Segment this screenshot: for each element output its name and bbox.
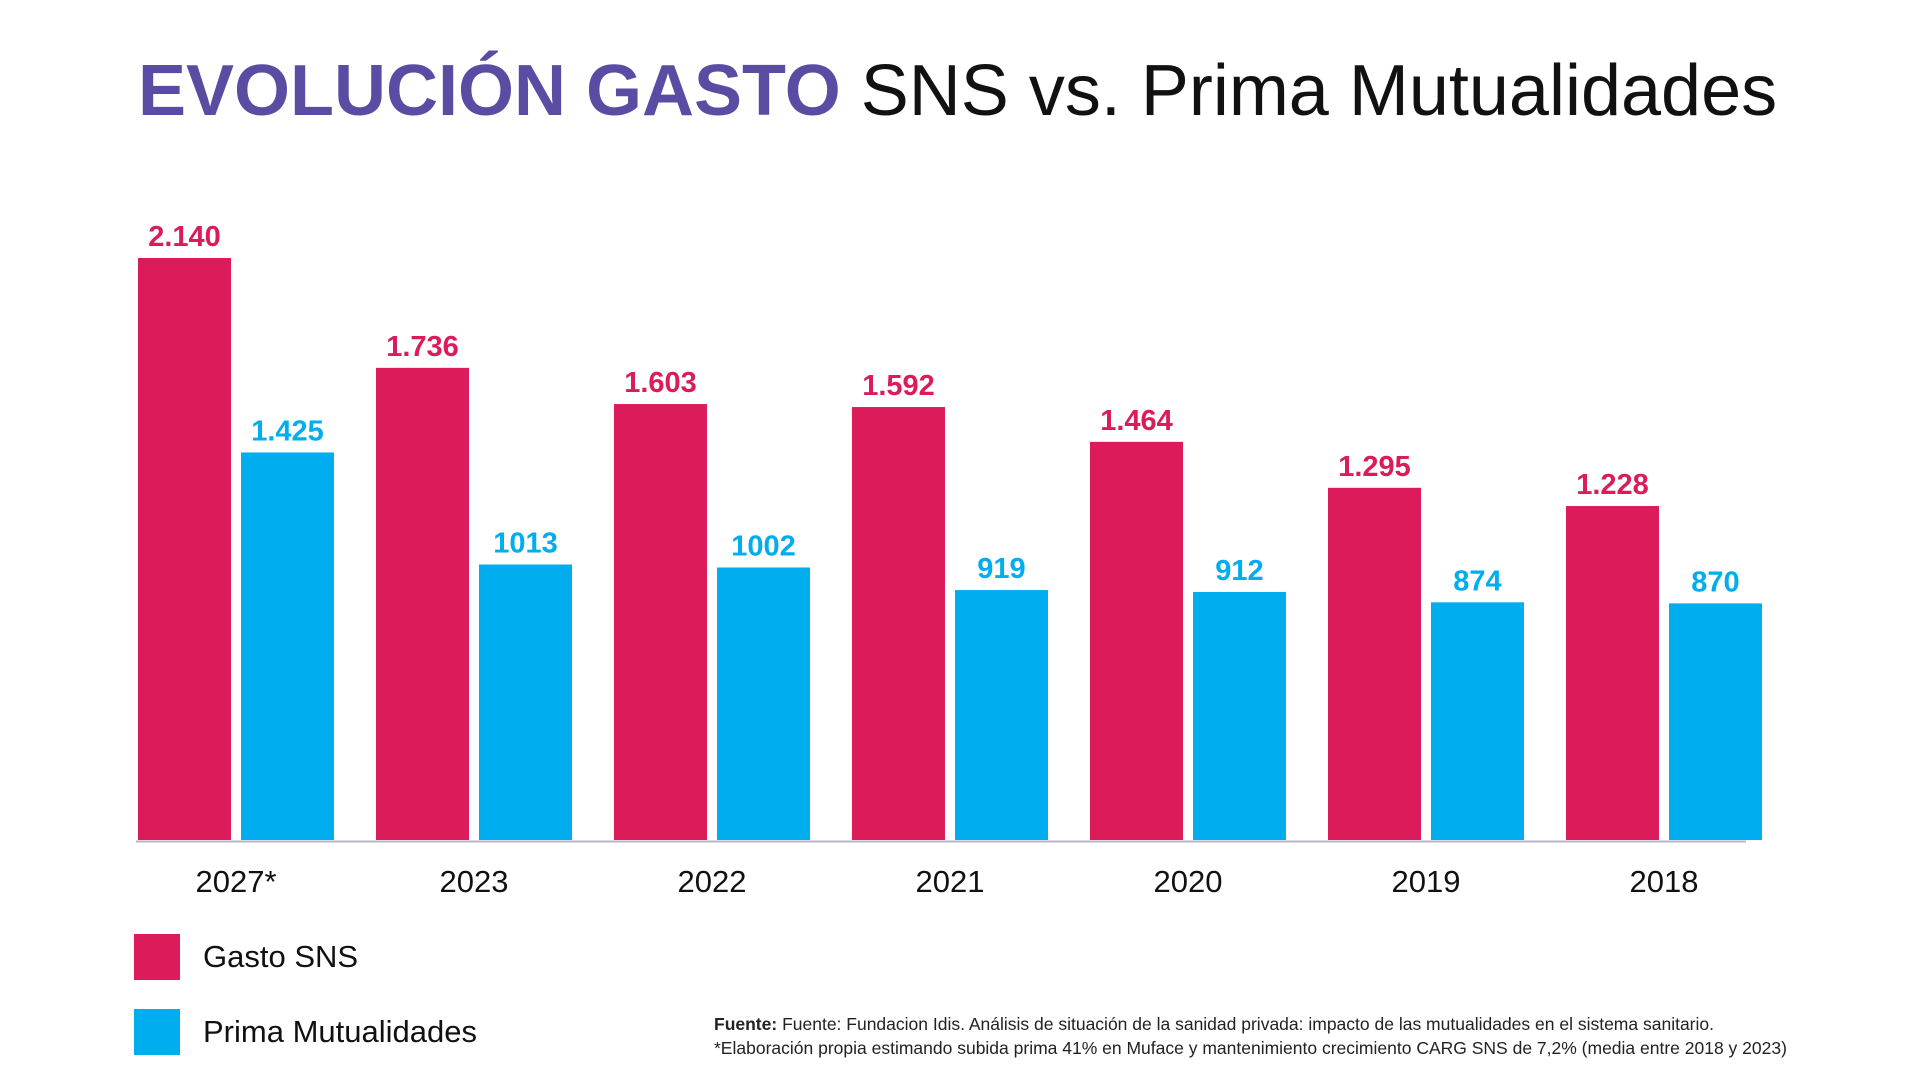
bar-gasto-sns-2021 <box>852 407 945 840</box>
x-tick-label-2018: 2018 <box>1630 864 1699 899</box>
value-label-gasto-sns-2021: 1.592 <box>862 370 935 402</box>
x-tick-label-2023: 2023 <box>440 864 509 899</box>
legend-item-gasto-sns: Gasto SNS <box>134 932 358 982</box>
chart-title-rest: SNS vs. Prima Mutualidades <box>860 51 1778 131</box>
legend-label-prima-mutualidades: Prima Mutualidades <box>203 1014 477 1049</box>
value-label-prima-mutualidades-2019: 874 <box>1453 565 1501 597</box>
bar-prima-mutualidades-2018 <box>1669 603 1762 840</box>
legend-swatch-gasto-sns <box>134 934 180 980</box>
legend-label-gasto-sns: Gasto SNS <box>203 939 359 974</box>
chart-title: EVOLUCIÓN GASTO SNS vs. Prima Mutualidad… <box>138 51 1778 131</box>
bar-gasto-sns-2022 <box>614 404 707 840</box>
value-label-gasto-sns-2020: 1.464 <box>1100 405 1173 437</box>
value-label-gasto-sns-2019: 1.295 <box>1338 451 1411 483</box>
bar-gasto-sns-2023 <box>376 367 469 840</box>
legend-item-prima-mutualidades: Prima Mutualidades <box>134 1007 477 1057</box>
x-tick-label-2019: 2019 <box>1392 864 1461 899</box>
footnote-source-line: Fuente: Fuente: Fundacion Idis. Análisis… <box>714 1012 1787 1036</box>
value-labels-layer: 2.140 1.425 1.736 1013 1.603 1002 1.592 919 1.46… <box>148 221 1739 598</box>
value-label-gasto-sns-2027: 2.140 <box>148 221 221 253</box>
x-tick-label-2020: 2020 <box>1154 864 1223 899</box>
value-label-prima-mutualidades-2018: 870 <box>1691 566 1739 598</box>
value-label-gasto-sns-2023: 1.736 <box>386 331 459 363</box>
bars-layer <box>138 258 1762 840</box>
bar-gasto-sns-2019 <box>1328 487 1421 840</box>
value-label-prima-mutualidades-2027: 1.425 <box>251 415 324 447</box>
bar-prima-mutualidades-2022 <box>717 567 810 840</box>
footnote-source-text: Fuente: Fundacion Idis. Análisis de situ… <box>777 1014 1714 1034</box>
footnote: Fuente: Fuente: Fundacion Idis. Análisis… <box>714 1012 1787 1060</box>
bar-prima-mutualidades-2019 <box>1431 602 1524 840</box>
bar-prima-mutualidades-2020 <box>1193 591 1286 840</box>
bar-gasto-sns-2027 <box>138 258 231 840</box>
bar-prima-mutualidades-2023 <box>479 564 572 840</box>
chart-title-bold: EVOLUCIÓN GASTO <box>138 51 841 131</box>
bar-prima-mutualidades-2021 <box>955 590 1048 840</box>
footnote-source-label: Fuente: <box>714 1014 778 1034</box>
x-tick-label-2022: 2022 <box>678 864 747 899</box>
bar-prima-mutualidades-2027 <box>241 452 334 840</box>
x-tick-label-2021: 2021 <box>916 864 985 899</box>
bar-gasto-sns-2020 <box>1090 441 1183 840</box>
legend-swatch-prima-mutualidades <box>134 1009 180 1055</box>
value-label-gasto-sns-2018: 1.228 <box>1576 469 1649 501</box>
x-tick-label-2027: 2027* <box>195 864 276 899</box>
value-label-prima-mutualidades-2020: 912 <box>1215 555 1263 587</box>
footnote-note: *Elaboración propia estimando subida pri… <box>714 1038 1787 1058</box>
value-label-prima-mutualidades-2022: 1002 <box>731 530 796 562</box>
value-label-gasto-sns-2022: 1.603 <box>624 367 697 399</box>
bar-gasto-sns-2018 <box>1566 506 1659 840</box>
value-label-prima-mutualidades-2023: 1013 <box>493 528 558 560</box>
tick-labels-layer: 2027* 2023 2022 2021 2020 2019 2018 <box>195 864 1698 899</box>
value-label-prima-mutualidades-2021: 919 <box>977 553 1025 585</box>
